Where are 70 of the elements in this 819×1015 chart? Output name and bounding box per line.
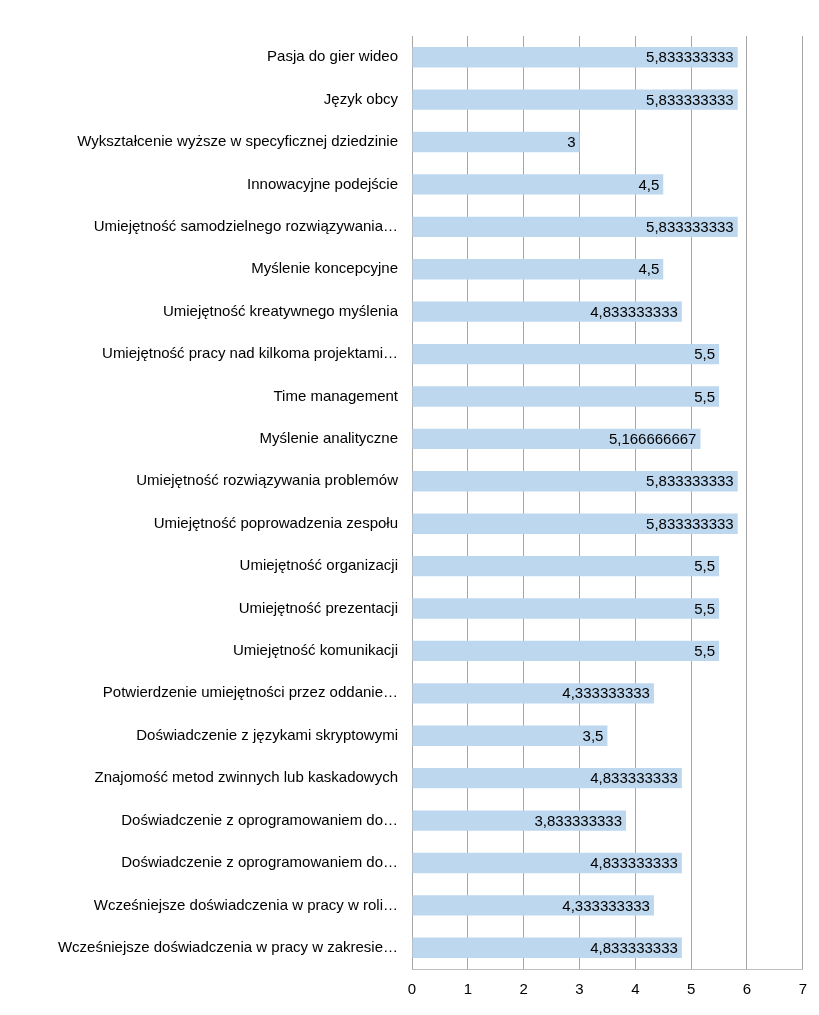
data-label: 3,833333333 — [534, 811, 623, 829]
x-tick-label: 2 — [519, 980, 528, 998]
y-tick-label: Pasja do gier wideo — [267, 47, 398, 65]
y-tick-label: Doświadczenie z językami skryptowymi — [136, 725, 398, 743]
data-label: 4,5 — [638, 175, 660, 193]
x-tick-label: 6 — [742, 980, 752, 998]
data-label: 4,833333333 — [590, 302, 678, 320]
y-tick-label: Umiejętność kreatywnego myślenia — [162, 301, 399, 319]
data-label: 3,5 — [582, 726, 604, 744]
x-tick-label: 1 — [463, 980, 472, 998]
y-tick-label: Myślenie analityczne — [259, 429, 398, 447]
bar — [412, 555, 720, 577]
bar — [412, 216, 738, 238]
x-tick-label: 5 — [686, 980, 696, 998]
bar — [412, 386, 720, 407]
y-tick-label: Time management — [273, 386, 399, 404]
y-tick-label: Umiejętność pracy nad kilkoma projektami… — [102, 344, 398, 362]
data-label: 5,833333333 — [646, 90, 734, 108]
data-label: 4,333333333 — [562, 896, 650, 914]
y-tick-label: Doświadczenie z oprogramowaniem do… — [121, 810, 398, 828]
x-tick-label: 0 — [407, 980, 417, 998]
y-tick-label: Potwierdzenie umiejętności przez oddanie… — [102, 683, 398, 701]
y-tick-label: Umiejętność rozwiązywania problemów — [136, 471, 399, 489]
bar — [412, 471, 738, 492]
data-label: 4,833333333 — [590, 769, 678, 787]
data-label: 4,833333333 — [590, 938, 678, 956]
bar — [412, 131, 580, 153]
y-tick-label: Umiejętność organizacji — [239, 556, 398, 574]
data-label: 3 — [567, 133, 576, 151]
data-label: 4,333333333 — [562, 684, 650, 702]
y-tick-label: Wykształcenie wyższe w specyficznej dziedzinie — [77, 132, 398, 150]
data-label: 4,833333333 — [590, 854, 678, 872]
data-label: 5,5 — [694, 557, 716, 575]
bar — [412, 301, 682, 322]
y-tick-label: Wcześniejsze doświadczenia w pracy w roli… — [93, 895, 398, 913]
data-label: 5,5 — [694, 345, 716, 363]
y-tick-label: Umiejętność prezentacji — [238, 598, 398, 616]
y-tick-label: Wcześniejsze doświadczenia w pracy w zakresie… — [57, 937, 398, 955]
bar — [412, 810, 627, 831]
bar — [412, 47, 738, 68]
data-label: 5,5 — [694, 599, 716, 617]
bar — [412, 640, 720, 662]
bar — [412, 598, 720, 619]
x-tick-label: 3 — [575, 980, 584, 998]
bar — [412, 895, 654, 916]
y-tick-label: Znajomość metod zwinnych lub kaskadowych — [94, 768, 398, 786]
bar — [412, 343, 720, 365]
x-tick-label: 4 — [631, 980, 640, 998]
y-tick-label: Innowacyjne podejście — [247, 174, 398, 192]
bar — [412, 259, 664, 280]
bar — [412, 683, 654, 704]
data-label: 5,833333333 — [646, 472, 734, 490]
y-tick-label: Doświadczenie z oprogramowaniem do… — [121, 853, 398, 871]
bar — [412, 513, 738, 534]
y-tick-label: Myślenie koncepcyjne — [251, 259, 398, 277]
data-label: 4,5 — [638, 260, 660, 278]
y-tick-label: Umiejętność poprowadzenia zespołu — [153, 513, 398, 531]
y-tick-label: Umiejętność komunikacji — [232, 641, 398, 659]
data-label: 5,833333333 — [646, 48, 734, 66]
y-tick-label: Język obcy — [323, 89, 399, 107]
data-label: 5,833333333 — [646, 217, 734, 235]
bar — [412, 174, 664, 195]
bar — [412, 725, 608, 746]
y-tick-label: Umiejętność samodzielnego rozwiązywania… — [93, 216, 398, 234]
data-label: 5,5 — [694, 387, 716, 405]
data-label: 5,833333333 — [646, 514, 734, 532]
x-tick-label: 7 — [798, 980, 807, 998]
data-label: 5,166666667 — [608, 430, 697, 448]
bar — [412, 89, 738, 110]
data-label: 5,5 — [694, 642, 716, 660]
